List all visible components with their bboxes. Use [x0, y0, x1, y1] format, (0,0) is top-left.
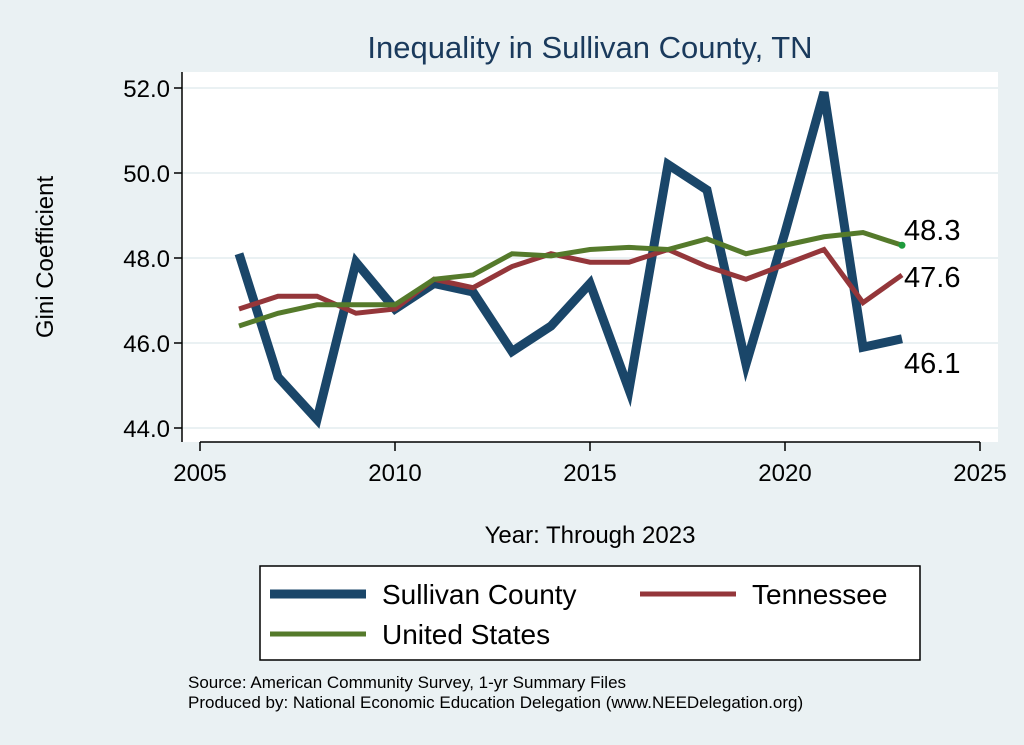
y-tick-label: 48.0 — [123, 246, 170, 273]
y-tick-label: 46.0 — [123, 331, 170, 358]
end-label-sullivan-county: 46.1 — [904, 348, 960, 380]
legend-label-tennessee: Tennessee — [752, 579, 887, 610]
legend: Sullivan County Tennessee United States — [259, 565, 921, 661]
x-tick-label: 2025 — [953, 460, 1006, 487]
legend-label-sullivan-county: Sullivan County — [382, 579, 577, 610]
legend-box — [259, 565, 921, 661]
end-label-united-states: 48.3 — [904, 215, 960, 247]
legend-label-united-states: United States — [382, 619, 550, 650]
legend-items: Sullivan County Tennessee United States — [270, 579, 887, 650]
series-line-tennessee — [238, 246, 904, 316]
end-label-tennessee: 47.6 — [904, 262, 960, 294]
x-tick-label: 2020 — [758, 460, 811, 487]
series-lines — [234, 91, 906, 429]
x-tick-label: 2010 — [368, 460, 421, 487]
x-tick-label: 2015 — [563, 460, 616, 487]
x-tick-label: 2005 — [173, 460, 226, 487]
axes: 44.0 46.0 48.0 50.0 52.0 2005 2010 2015 2020 2025 — [123, 72, 1007, 487]
y-tick-label: 50.0 — [123, 161, 170, 188]
series-end-marker-united-states — [898, 241, 906, 249]
producer-note: Produced by: National Economic Education… — [188, 693, 803, 712]
y-tick-label: 52.0 — [123, 76, 170, 103]
y-tick-label: 44.0 — [123, 416, 170, 443]
series-line-united-states — [238, 229, 903, 329]
x-axis-title: Year: Through 2023 — [485, 522, 696, 549]
source-note: Source: American Community Survey, 1-yr … — [188, 673, 626, 692]
y-axis-title: Gini Coefficient — [32, 176, 59, 339]
chart-title: Inequality in Sullivan County, TN — [367, 30, 812, 65]
end-labels: 46.1 47.6 48.3 — [904, 215, 960, 380]
series-line-sullivan-county — [234, 91, 903, 429]
